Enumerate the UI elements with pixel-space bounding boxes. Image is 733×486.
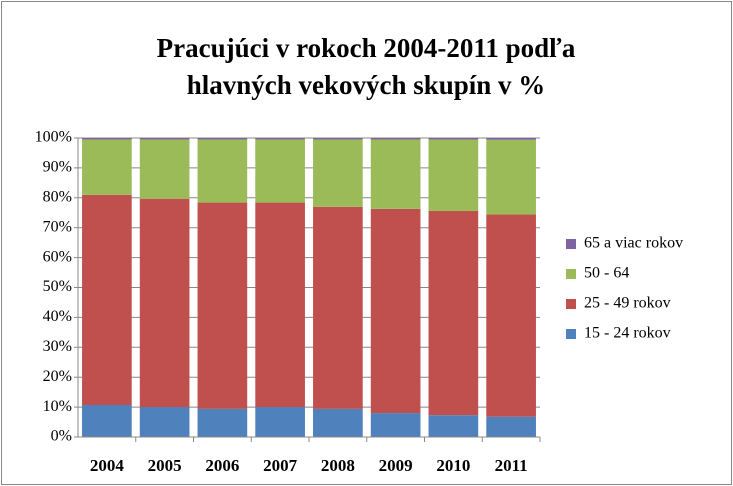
bar-segment: [82, 405, 132, 437]
bar-segment: [428, 139, 479, 211]
bar-segment: [428, 138, 479, 140]
x-tick-label: 2008: [321, 456, 355, 475]
x-tick-label: 2009: [379, 456, 413, 475]
bar-segment: [255, 139, 305, 203]
bar-segment: [370, 208, 421, 414]
bar-segment: [82, 138, 132, 140]
bar-segment: [370, 413, 421, 437]
legend-swatch: [566, 269, 576, 279]
y-tick-label: 30%: [43, 338, 72, 355]
bar-segment: [82, 139, 132, 195]
bar-segment: [370, 138, 421, 140]
legend-label: 15 - 24 rokov: [584, 325, 671, 342]
x-tick-label: 2007: [263, 456, 298, 475]
y-tick-label: 80%: [43, 188, 72, 205]
bar-segment: [255, 138, 305, 140]
bar-segment: [197, 138, 248, 140]
bar-segment: [428, 415, 479, 437]
bar-segment: [139, 407, 190, 437]
bar-segment: [255, 202, 305, 408]
bar-segment: [370, 139, 421, 209]
bar-segment: [255, 407, 305, 437]
bar-segment: [197, 408, 248, 437]
legend-swatch: [566, 329, 576, 339]
x-tick-label: 2005: [148, 456, 182, 475]
chart-title: hlavných vekových skupín v %: [187, 70, 546, 100]
legend-swatch: [566, 239, 576, 249]
bar-segment: [428, 210, 479, 416]
bar-segment: [486, 416, 536, 437]
x-tick-label: 2006: [205, 456, 239, 475]
bar-segment: [139, 138, 190, 140]
bar-segment: [197, 139, 248, 203]
x-tick-label: 2011: [495, 456, 528, 475]
y-tick-label: 0%: [51, 428, 72, 445]
legend-label: 25 - 49 rokov: [584, 295, 671, 312]
bar-segment: [486, 139, 536, 215]
bar-segment: [313, 139, 363, 207]
y-tick-label: 60%: [43, 248, 72, 265]
y-tick-label: 50%: [43, 278, 72, 295]
y-tick-label: 70%: [43, 218, 72, 235]
legend-swatch: [566, 299, 576, 309]
y-tick-label: 10%: [43, 398, 72, 415]
legend-label: 65 a viac rokov: [584, 235, 683, 252]
bar-segment: [139, 198, 190, 408]
bar-segment: [197, 202, 248, 409]
bar-segment: [313, 138, 363, 140]
x-tick-label: 2004: [90, 456, 125, 475]
y-tick-label: 40%: [43, 308, 72, 325]
bar-segment: [313, 408, 363, 437]
y-tick-label: 100%: [35, 129, 72, 146]
legend-label: 50 - 64: [584, 265, 629, 282]
x-tick-label: 2010: [436, 456, 470, 475]
bar-segment: [139, 139, 190, 199]
y-tick-label: 20%: [43, 368, 72, 385]
bar-segment: [486, 214, 536, 417]
chart-title: Pracujúci v rokoch 2004-2011 podľa: [157, 33, 576, 63]
y-tick-label: 90%: [43, 159, 72, 176]
bar-segment: [313, 206, 363, 409]
bar-segment: [486, 138, 536, 140]
bar-segment: [82, 194, 132, 406]
